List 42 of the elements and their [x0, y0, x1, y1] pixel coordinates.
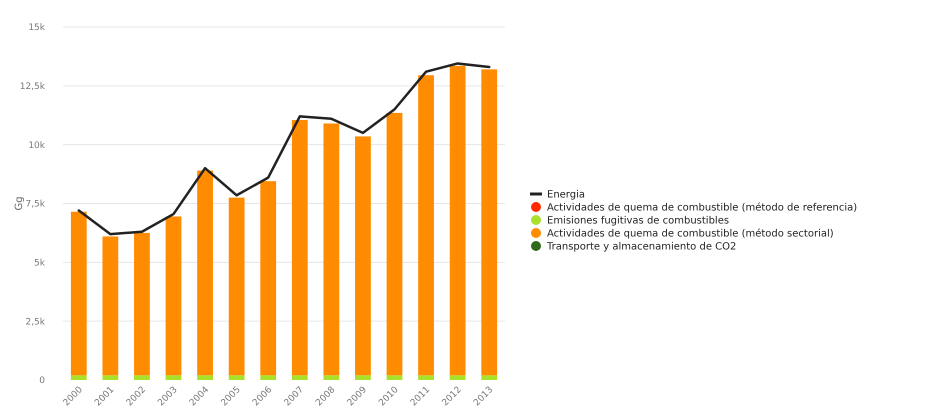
- bar: [102, 236, 118, 376]
- y-tick-label: 15k: [28, 23, 46, 34]
- bar: [323, 123, 340, 376]
- y-tick-label: 2,5k: [25, 317, 46, 328]
- bar: [197, 375, 213, 380]
- bar: [102, 375, 118, 380]
- legend-label: Actividades de quema de combustible (método de referencia): [547, 202, 858, 214]
- line-series: [78, 62, 490, 236]
- bar: [260, 181, 276, 376]
- legend-label: Transporte y almacenamiento de CO2: [546, 242, 736, 252]
- bar: [134, 375, 150, 380]
- bar: [134, 232, 150, 376]
- bar: [450, 375, 466, 380]
- bar: [481, 69, 498, 376]
- bar: [418, 375, 434, 380]
- bar: [355, 375, 371, 380]
- bar: [70, 212, 87, 376]
- bar: [260, 375, 276, 380]
- legend-label: Actividades de quema de combustible (método sectorial): [547, 228, 834, 240]
- y-tick-label: 5k: [34, 258, 46, 268]
- bar: [228, 198, 245, 376]
- y-tick-label: 12,5k: [20, 82, 46, 92]
- bar: [166, 375, 182, 380]
- bar: [386, 112, 402, 376]
- y-tick-label: 10k: [28, 140, 46, 151]
- y-axis-title: Gg: [14, 196, 25, 211]
- bar: [228, 375, 245, 380]
- bar: [481, 375, 498, 380]
- bar: [70, 375, 87, 380]
- bar: [292, 120, 308, 376]
- bar: [292, 375, 308, 380]
- bar: [166, 216, 182, 376]
- y-tick-label: 0: [39, 376, 46, 386]
- bar: [418, 75, 434, 376]
- bar: [450, 66, 466, 376]
- y-tick-label: 7,5k: [25, 200, 46, 210]
- bar: [355, 136, 371, 376]
- legend-label: Energia: [547, 190, 585, 200]
- bar: [386, 375, 402, 380]
- bar: [197, 170, 213, 376]
- bar: [323, 375, 340, 380]
- legend-label: Emisiones fugitivas de combustibles: [547, 216, 730, 226]
